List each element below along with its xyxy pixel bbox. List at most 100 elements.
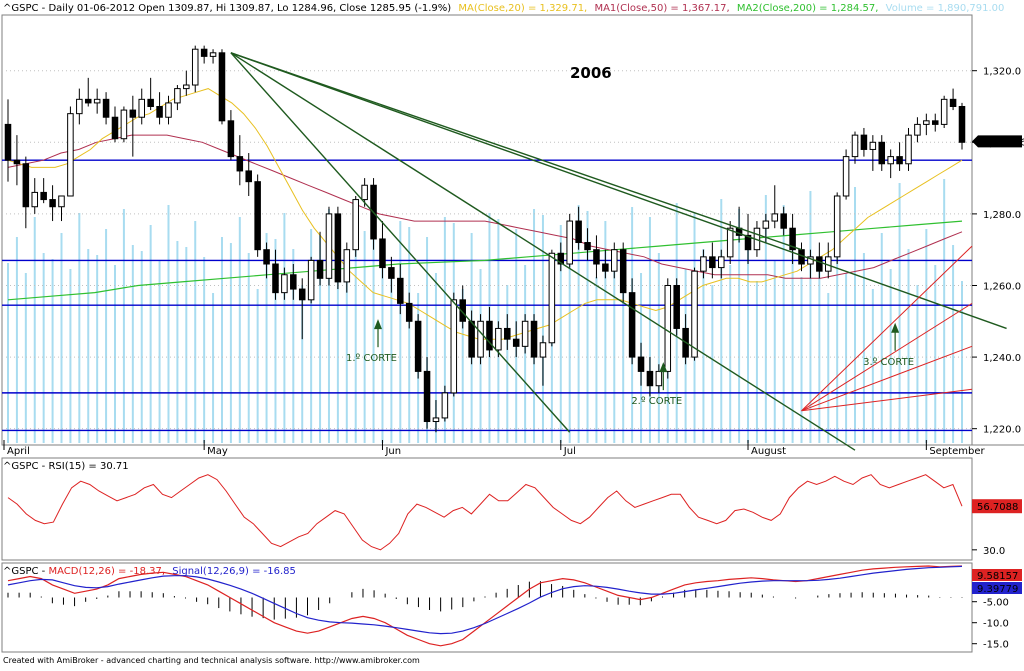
candle-body xyxy=(887,156,894,165)
candle-body xyxy=(307,259,315,301)
trendline xyxy=(230,52,856,451)
header-volume: Volume = 1,890,791.00 xyxy=(886,3,1005,14)
rsi-tick-label: 30.0 xyxy=(983,546,1005,557)
month-label: May xyxy=(207,446,228,457)
candle-body xyxy=(744,234,752,251)
macd-header: ^GSPC - MACD(12,26) = -18.37, Signal(12,… xyxy=(3,566,296,577)
macd-tick-label: -10.0 xyxy=(983,619,1009,630)
candle-body xyxy=(272,263,279,294)
footer-credit: Created with AmiBroker - advanced charti… xyxy=(3,656,420,665)
candle-body xyxy=(611,249,618,272)
candle-body xyxy=(664,284,672,372)
month-label: Jul xyxy=(563,446,576,457)
candle-body xyxy=(22,163,30,208)
macd-last-badge xyxy=(972,569,1022,581)
macd-header-prefix: ^GSPC - xyxy=(3,566,48,577)
candle-body xyxy=(236,156,244,172)
candle-body xyxy=(584,242,591,251)
header-ma50: MA1(Close,50) = 1,367.17, xyxy=(594,3,729,14)
candle-body xyxy=(655,370,663,387)
annotation-label: 1.º CORTE xyxy=(346,353,397,364)
candle-body xyxy=(468,320,475,358)
annotation-arrowhead xyxy=(374,319,383,330)
month-label: September xyxy=(929,446,985,457)
candle-body xyxy=(619,249,627,294)
ma50-line xyxy=(7,134,963,279)
candle-body xyxy=(566,220,573,265)
candle-body xyxy=(343,249,351,283)
candle-body xyxy=(147,98,154,107)
candle-body xyxy=(869,141,877,150)
fan-line xyxy=(801,302,973,412)
macd-tick-label: -5.00 xyxy=(983,598,1009,609)
candle-body xyxy=(84,98,92,104)
month-label: Jun xyxy=(384,446,401,457)
annotation-arrowhead xyxy=(891,322,900,333)
price-layer: 1,320.01,300.01,280.01,260.01,240.01,220… xyxy=(2,45,1024,457)
macd-tick-label: -15.0 xyxy=(983,640,1009,651)
candle-body xyxy=(851,134,859,158)
candle-body xyxy=(700,256,707,272)
rsi-last-label: 56.7088 xyxy=(977,502,1018,513)
candle-body xyxy=(771,213,779,222)
candle-body xyxy=(49,199,56,208)
candle-body xyxy=(575,220,582,244)
candle-body xyxy=(423,370,431,423)
macd-layer: -5.00 -10.0 -15.0 9.58157 9.39779 xyxy=(7,565,1022,651)
fan-line xyxy=(801,345,973,412)
candle-body xyxy=(263,249,270,265)
candle-body xyxy=(673,284,680,329)
candle-body xyxy=(459,299,466,322)
candle-body xyxy=(183,84,190,90)
candle-body xyxy=(352,199,359,251)
candle-body xyxy=(298,288,306,301)
price-header: ^GSPC - Daily 01-06-2012 Open 1309.87, H… xyxy=(3,3,1004,14)
candle-body xyxy=(958,105,966,143)
candle-body xyxy=(102,98,110,118)
candle-body xyxy=(432,417,440,423)
macd-last-label: 9.58157 xyxy=(977,571,1018,582)
candle-body xyxy=(789,227,796,251)
candle-body xyxy=(165,102,172,118)
macd-panel-frame xyxy=(1,562,973,653)
candle-body xyxy=(441,392,449,419)
header-ma200: MA2(Close,200) = 1,284.57, xyxy=(737,3,879,14)
candle-body xyxy=(949,98,957,107)
candle-body xyxy=(200,48,208,57)
candle-body xyxy=(896,156,903,165)
candle-body xyxy=(557,252,565,265)
candle-body xyxy=(504,327,511,340)
candle-body xyxy=(379,238,386,269)
candle-body xyxy=(58,195,65,208)
candle-body xyxy=(76,98,83,115)
trendline xyxy=(230,52,802,251)
candle-body xyxy=(931,120,939,125)
candle-body xyxy=(174,88,181,104)
price-tick-label: 1,260.0 xyxy=(983,281,1021,292)
candle-body xyxy=(923,120,930,125)
candle-body xyxy=(940,98,948,125)
candle-body xyxy=(405,302,413,322)
last-price-label: 1,300.26 xyxy=(982,137,1024,148)
trendline xyxy=(230,52,571,433)
header-prefix: ^GSPC - Daily 01-06-2012 Open 1309.87, H… xyxy=(3,3,451,14)
candle-body xyxy=(709,256,716,269)
candle-body xyxy=(156,105,163,118)
annotation-label: 2.º CORTE xyxy=(631,396,682,407)
rsi-layer: 30.0 56.7088 xyxy=(7,474,1022,557)
candle-body xyxy=(397,277,404,304)
candle-body xyxy=(602,263,609,272)
candle-body xyxy=(93,98,101,104)
annotation-label: 3.º CORTE xyxy=(863,357,914,368)
candle-body xyxy=(120,109,128,140)
annotation-arrowhead xyxy=(659,362,668,373)
candle-body xyxy=(4,123,12,161)
candle-body xyxy=(414,320,422,372)
candle-body xyxy=(539,342,547,358)
candle-body xyxy=(646,370,654,387)
candle-body xyxy=(191,48,199,86)
candle-body xyxy=(530,320,538,358)
macd-header-macd: MACD(12,26) = -18.37, xyxy=(48,566,165,577)
